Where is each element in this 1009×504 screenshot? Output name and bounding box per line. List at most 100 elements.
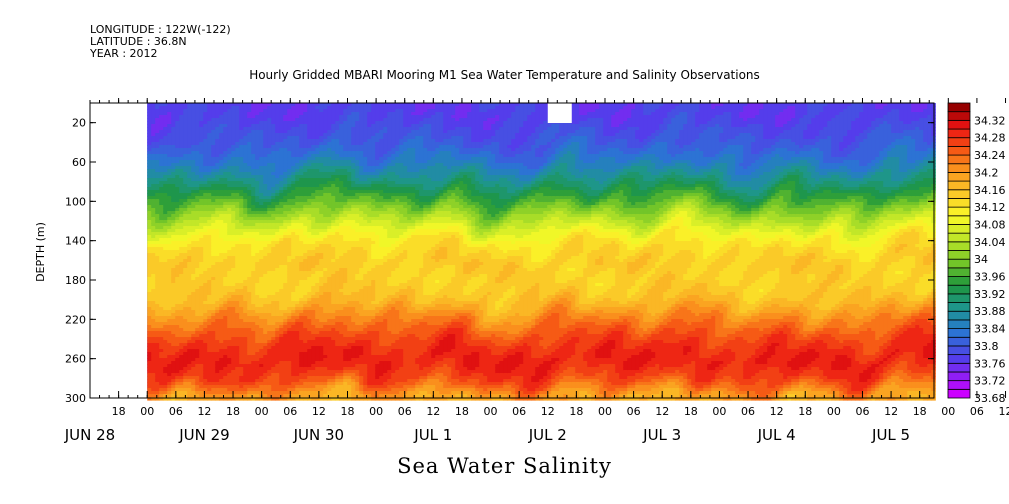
heatmap-cell	[291, 121, 296, 125]
heatmap-cell	[295, 160, 300, 164]
heatmap-cell	[303, 286, 308, 290]
latitude-label: LATITUDE : 36.8N	[90, 35, 187, 48]
heatmap-cell	[279, 157, 284, 161]
heatmap-cell	[227, 106, 232, 110]
heatmap-cell	[311, 181, 316, 185]
heatmap-cell	[155, 343, 160, 347]
heatmap-cell	[283, 106, 288, 110]
heatmap-cell	[183, 253, 188, 257]
heatmap-cell	[211, 166, 216, 170]
heatmap-cell	[211, 232, 216, 236]
heatmap-cell	[315, 112, 320, 116]
heatmap-cell	[279, 109, 284, 113]
heatmap-cell	[287, 280, 292, 284]
heatmap-cell	[223, 253, 228, 257]
heatmap-cell	[323, 262, 328, 266]
heatmap-cell	[243, 199, 248, 203]
heatmap-cell	[283, 310, 288, 314]
heatmap-cell	[331, 295, 336, 299]
heatmap-cell	[307, 262, 312, 266]
heatmap-cell	[235, 256, 240, 260]
heatmap-cell	[171, 238, 176, 242]
heatmap-cell	[243, 313, 248, 317]
heatmap-cell	[307, 328, 312, 332]
heatmap-cell	[151, 199, 156, 203]
heatmap-cell	[199, 136, 204, 140]
heatmap-cell	[207, 268, 212, 272]
heatmap-cell	[287, 154, 292, 158]
heatmap-cell	[159, 250, 164, 254]
heatmap-cell	[167, 304, 172, 308]
heatmap-cell	[171, 376, 176, 380]
heatmap-cell	[155, 226, 160, 230]
heatmap-cell	[267, 265, 272, 269]
heatmap-cell	[147, 181, 152, 185]
heatmap-cell	[251, 331, 256, 335]
heatmap-cell	[235, 286, 240, 290]
heatmap-cell	[159, 193, 164, 197]
heatmap-cell	[235, 367, 240, 371]
heatmap-cell	[203, 226, 208, 230]
heatmap-cell	[207, 292, 212, 296]
heatmap-cell	[147, 184, 152, 188]
heatmap-cell	[147, 313, 152, 317]
heatmap-cell	[331, 256, 336, 260]
heatmap-cell	[179, 244, 184, 248]
heatmap-cell	[287, 226, 292, 230]
heatmap-cell	[155, 181, 160, 185]
heatmap-cell	[287, 262, 292, 266]
heatmap-cell	[275, 103, 280, 107]
heatmap-cell	[147, 337, 152, 341]
heatmap-cell	[343, 142, 348, 146]
heatmap-cell	[223, 178, 228, 182]
heatmap-cell	[151, 262, 156, 266]
heatmap-cell	[247, 316, 252, 320]
heatmap-cell	[247, 307, 252, 311]
heatmap-cell	[323, 145, 328, 149]
heatmap-cell	[215, 307, 220, 311]
heatmap-cell	[255, 295, 260, 299]
heatmap-cell	[279, 376, 284, 380]
heatmap-cell	[203, 253, 208, 257]
heatmap-cell	[315, 331, 320, 335]
heatmap-cell	[299, 244, 304, 248]
heatmap-cell	[223, 256, 228, 260]
heatmap-cell	[271, 214, 276, 218]
heatmap-cell	[319, 268, 324, 272]
heatmap-cell	[291, 214, 296, 218]
heatmap-cell	[167, 214, 172, 218]
heatmap-cell	[179, 340, 184, 344]
heatmap-cell	[251, 151, 256, 155]
heatmap-cell	[299, 130, 304, 134]
heatmap-cell	[275, 220, 280, 224]
heatmap-cell	[335, 121, 340, 125]
heatmap-cell	[319, 235, 324, 239]
heatmap-cell	[163, 277, 168, 281]
heatmap-cell	[175, 235, 180, 239]
heatmap-cell	[327, 187, 332, 191]
heatmap-cell	[211, 109, 216, 113]
heatmap-cell	[271, 169, 276, 173]
heatmap-cell	[147, 271, 152, 275]
heatmap-cell	[211, 190, 216, 194]
heatmap-cell	[151, 151, 156, 155]
heatmap-cell	[151, 280, 156, 284]
heatmap-cell	[151, 148, 156, 152]
heatmap-cell	[183, 367, 188, 371]
heatmap-cell	[163, 292, 168, 296]
heatmap-cell	[323, 394, 328, 398]
heatmap-cell	[275, 235, 280, 239]
heatmap-cell	[303, 142, 308, 146]
heatmap-cell	[267, 334, 272, 338]
heatmap-cell	[167, 262, 172, 266]
heatmap-cell	[339, 268, 344, 272]
heatmap-cell	[303, 397, 308, 401]
heatmap-cell	[331, 286, 336, 290]
heatmap-cell	[279, 274, 284, 278]
heatmap-cell	[287, 253, 292, 257]
heatmap-cell	[147, 214, 152, 218]
heatmap-cell	[175, 214, 180, 218]
heatmap-cell	[267, 307, 272, 311]
heatmap-cell	[247, 187, 252, 191]
heatmap-cell	[171, 319, 176, 323]
